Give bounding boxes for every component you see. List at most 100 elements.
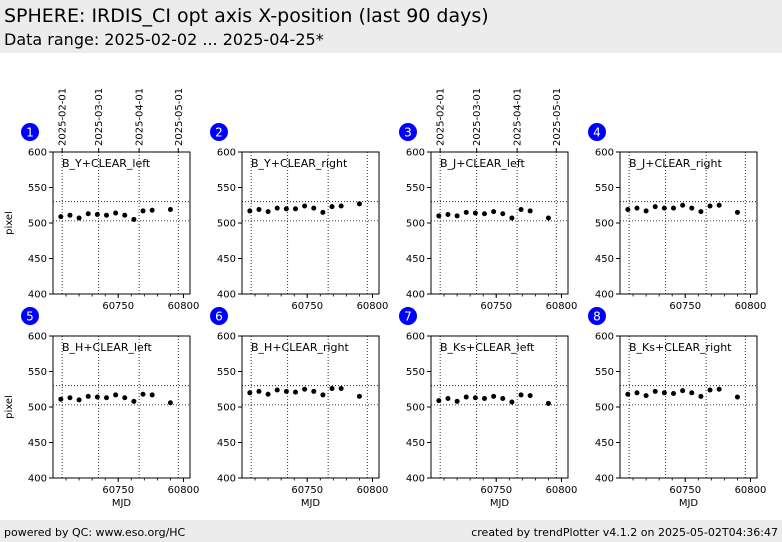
data-point [302, 386, 308, 392]
data-point [356, 201, 362, 207]
data-point [283, 206, 289, 212]
data-point [661, 205, 667, 211]
y-tick-label: 500 [595, 219, 614, 230]
plot-frame [430, 335, 569, 479]
data-point [707, 203, 713, 209]
data-point [491, 393, 497, 399]
data-point [689, 205, 695, 211]
x-axis-label: MJD [301, 498, 321, 509]
x-tick-label: 60750 [480, 485, 512, 496]
y-tick-label: 600 [595, 148, 614, 159]
y-tick-label: 400 [406, 474, 425, 485]
panel-badge-circle [399, 123, 417, 141]
panel-label: B_J+CLEAR_right [629, 157, 722, 170]
x-tick-label: 60750 [291, 301, 323, 312]
data-point [436, 213, 442, 219]
data-point [527, 393, 533, 399]
y-tick-label: 550 [595, 367, 614, 378]
date-tick-label: 2025-03-01 [472, 88, 483, 146]
data-point [122, 212, 128, 218]
data-point [634, 205, 640, 211]
y-tick-label: 500 [595, 403, 614, 414]
y-tick-label: 450 [28, 438, 47, 449]
y-tick-label: 400 [406, 290, 425, 301]
data-point [140, 208, 146, 214]
data-point [311, 388, 317, 394]
data-point [661, 390, 667, 396]
panel-badge-circle [588, 123, 606, 141]
data-point [76, 215, 82, 221]
data-point [689, 390, 695, 396]
data-point [680, 202, 686, 208]
x-tick-label: 60800 [168, 485, 200, 496]
panel-6: 400 450 500 550 600 60750 60800 MJD 6 B_H+CLEAR_r… [210, 307, 388, 509]
data-point [625, 391, 631, 397]
plot-frame [619, 335, 758, 479]
x-tick-label: 60800 [357, 301, 389, 312]
data-point [76, 397, 82, 403]
plot-frame [52, 151, 191, 295]
data-point [85, 393, 91, 399]
panel-badge-circle [210, 123, 228, 141]
date-tick-label: 2025-05-01 [174, 88, 185, 146]
data-point [670, 205, 676, 211]
x-axis-label: MJD [112, 498, 132, 509]
x-tick-label: 60800 [168, 301, 200, 312]
y-tick-label: 600 [406, 148, 425, 159]
panel-label: B_J+CLEAR_left [440, 157, 525, 170]
date-tick-label: 2025-02-01 [58, 88, 69, 146]
panel-label: B_Ks+CLEAR_right [629, 341, 732, 354]
panel-badge-number: 1 [26, 126, 34, 140]
page-title: SPHERE: IRDIS_CI opt axis X-position (la… [4, 5, 489, 27]
data-point [329, 386, 335, 392]
data-point [292, 206, 298, 212]
data-point [320, 209, 326, 215]
data-point [545, 215, 551, 221]
data-point [509, 215, 515, 221]
y-tick-label: 450 [217, 254, 236, 265]
data-point [643, 393, 649, 399]
data-point [274, 205, 280, 211]
data-point [58, 396, 64, 402]
data-point [500, 211, 506, 217]
y-tick-label: 550 [28, 367, 47, 378]
data-point [131, 398, 137, 404]
x-tick-label: 60750 [480, 301, 512, 312]
y-axis-label: pixel [4, 395, 15, 419]
header-bar: SPHERE: IRDIS_CI opt axis X-position (la… [0, 0, 782, 53]
data-point [320, 392, 326, 398]
data-point [283, 388, 289, 394]
panel-4: 400 450 500 550 600 60750 60800 4 B_J+CLEAR_righ… [588, 123, 766, 312]
panel-8: 400 450 500 550 600 60750 60800 MJD 8 B_Ks+CLEAR_… [588, 307, 766, 509]
data-point [103, 212, 109, 218]
page-subtitle: Data range: 2025-02-02 ... 2025-04-25* [4, 30, 324, 49]
data-point [545, 400, 551, 406]
plot-frame [241, 151, 380, 295]
y-tick-label: 550 [217, 367, 236, 378]
data-point [67, 395, 73, 401]
y-tick-label: 500 [28, 403, 47, 414]
y-tick-label: 500 [406, 403, 425, 414]
y-tick-label: 450 [406, 254, 425, 265]
data-point [716, 386, 722, 392]
footer-credit: powered by QC: www.eso.org/HC [4, 526, 186, 539]
y-tick-label: 450 [406, 438, 425, 449]
data-point [680, 388, 686, 394]
panel-1: 400 450 500 550 600 60750 60800 2025-02-01 2025-… [4, 88, 199, 312]
y-tick-label: 550 [406, 367, 425, 378]
panel-badge-number: 5 [26, 310, 34, 324]
data-point [256, 207, 262, 213]
data-point [472, 210, 478, 216]
data-point [338, 386, 344, 392]
data-point [716, 202, 722, 208]
data-point [140, 391, 146, 397]
data-point [445, 211, 451, 217]
data-point [491, 209, 497, 215]
y-tick-label: 600 [217, 148, 236, 159]
data-point [698, 209, 704, 215]
y-tick-label: 450 [595, 254, 614, 265]
x-tick-label: 60800 [357, 485, 389, 496]
panel-badge-number: 6 [215, 310, 223, 324]
data-point [463, 209, 469, 215]
data-point [149, 207, 155, 213]
